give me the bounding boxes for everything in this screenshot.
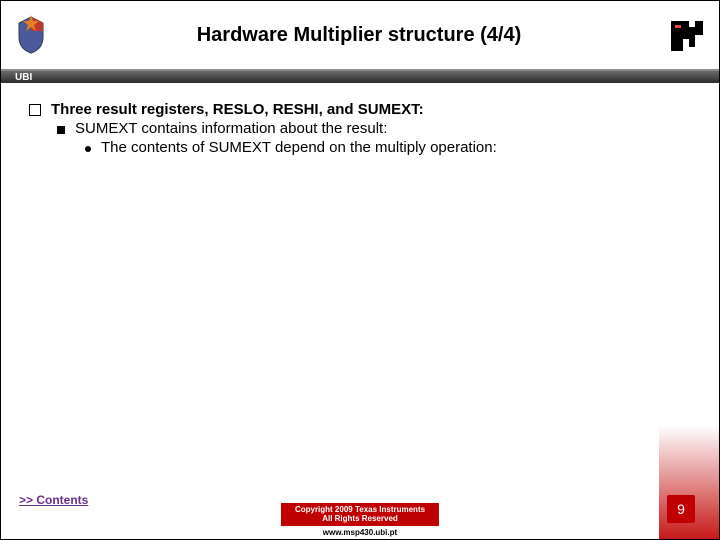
bullet-text: SUMEXT contains information about the re… xyxy=(75,120,387,137)
decorative-stripe xyxy=(659,83,719,539)
ubi-label: UBI xyxy=(15,72,32,83)
slide-content: Three result registers, RESLO, RESHI, an… xyxy=(1,83,719,156)
ti-logo-icon xyxy=(665,13,709,57)
copyright-line: Copyright 2009 Texas Instruments xyxy=(295,505,425,515)
page-number: 9 xyxy=(667,495,695,523)
bullet-level-1: Three result registers, RESLO, RESHI, an… xyxy=(29,101,691,118)
dot-bullet-icon xyxy=(85,146,91,152)
filled-square-bullet-icon xyxy=(57,126,65,134)
bullet-text: Three result registers, RESLO, RESHI, an… xyxy=(51,101,424,118)
ubi-logo-icon xyxy=(9,13,53,57)
slide-footer: Copyright 2009 Texas Instruments All Rig… xyxy=(281,503,439,539)
footer-url: www.msp430.ubi.pt xyxy=(281,526,439,539)
square-bullet-icon xyxy=(29,104,41,116)
bullet-level-2: SUMEXT contains information about the re… xyxy=(57,120,691,137)
bullet-level-3: The contents of SUMEXT depend on the mul… xyxy=(85,139,691,156)
bullet-text: The contents of SUMEXT depend on the mul… xyxy=(101,139,497,156)
ubi-bar: UBI xyxy=(1,69,719,83)
slide-title: Hardware Multiplier structure (4/4) xyxy=(53,24,665,47)
contents-link[interactable]: >> Contents xyxy=(19,493,88,507)
copyright-box: Copyright 2009 Texas Instruments All Rig… xyxy=(281,503,439,526)
slide-header: Hardware Multiplier structure (4/4) xyxy=(1,1,719,69)
copyright-line: All Rights Reserved xyxy=(295,514,425,524)
slide: Hardware Multiplier structure (4/4) UBI … xyxy=(0,0,720,540)
